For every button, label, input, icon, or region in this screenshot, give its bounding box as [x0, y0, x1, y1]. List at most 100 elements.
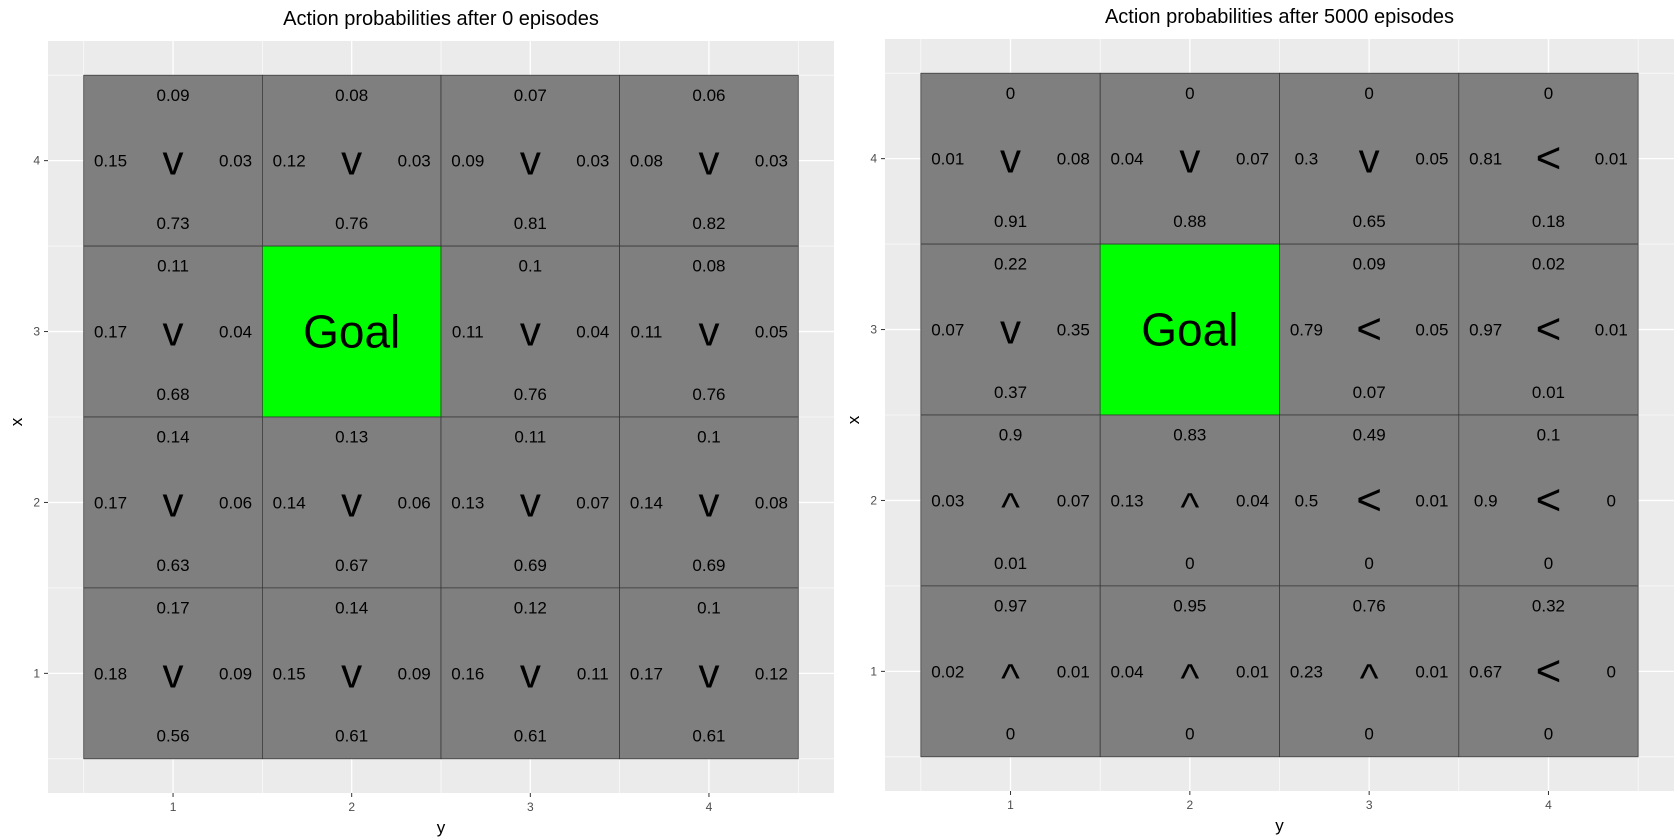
y-tick-label: 4: [870, 152, 877, 166]
prob-down-label: 0.69: [514, 556, 547, 575]
grid-cell: 0.08 0.76 0.12 0.03 v: [262, 74, 442, 247]
prob-up-label: 0.1: [697, 428, 721, 447]
policy-arrow: v: [520, 478, 541, 525]
prob-up-label: 0.95: [1173, 597, 1206, 616]
grid-cell: 0.97 0 0.02 0.01 ^: [920, 585, 1101, 758]
grid-cell: 0.22 0.37 0.07 0.35 v: [920, 243, 1101, 416]
grid-cell: 0.14 0.61 0.15 0.09 v: [262, 587, 442, 760]
prob-right-label: 0.09: [219, 664, 252, 683]
cell-tile: [83, 245, 263, 418]
cell-tile: [262, 74, 442, 247]
policy-arrow: v: [520, 308, 541, 355]
prob-left-label: 0.14: [630, 493, 663, 512]
cell-tile: [1458, 585, 1639, 758]
prob-down-label: 0.69: [692, 556, 725, 575]
prob-right-label: 0.03: [219, 152, 252, 171]
prob-left-label: 0.08: [630, 152, 663, 171]
prob-left-label: 0.18: [94, 664, 127, 683]
prob-up-label: 0.11: [157, 257, 189, 276]
grid-cell: 0.11 0.69 0.13 0.07 v: [440, 416, 620, 589]
policy-arrow: <: [1536, 134, 1562, 183]
cell-tile: [920, 72, 1101, 245]
y-tick-label: 4: [33, 154, 40, 168]
prob-up-label: 0: [1364, 84, 1373, 103]
prob-left-label: 0.16: [451, 664, 484, 683]
prob-left-label: 0.14: [273, 493, 306, 512]
prob-right-label: 0.01: [1595, 321, 1628, 340]
grid-cell: 0 0.65 0.3 0.05 v: [1279, 72, 1460, 245]
policy-arrow: v: [520, 137, 541, 184]
grid-cell: 0.07 0.81 0.09 0.03 v: [440, 74, 620, 247]
grid-cell: 0.49 0 0.5 0.01 <: [1279, 414, 1460, 587]
prob-left-label: 0.12: [273, 152, 306, 171]
cell-tile: [619, 74, 799, 247]
y-tick-label: 1: [870, 664, 877, 678]
cell-tile: [1099, 414, 1280, 587]
policy-arrow: v: [698, 308, 719, 355]
prob-down-label: 0: [1006, 725, 1015, 744]
prob-right-label: 0.07: [1057, 491, 1090, 510]
prob-right-label: 0: [1607, 491, 1616, 510]
policy-arrow: v: [163, 308, 184, 355]
prob-right-label: 0.06: [219, 493, 252, 512]
y-tick-label: 2: [33, 495, 40, 509]
prob-left-label: 0.23: [1290, 662, 1323, 681]
cell-tile: [920, 585, 1101, 758]
grid-cell: 0 0.91 0.01 0.08 v: [920, 72, 1101, 245]
prob-up-label: 0.83: [1173, 426, 1206, 445]
prob-left-label: 0.13: [1111, 491, 1144, 510]
prob-down-label: 0.61: [692, 727, 725, 746]
prob-left-label: 0.81: [1469, 150, 1502, 169]
cell-tile: [619, 245, 799, 418]
prob-right-label: 0.08: [1057, 150, 1090, 169]
policy-arrow: v: [341, 478, 362, 525]
prob-left-label: 0.5: [1295, 491, 1319, 510]
prob-down-label: 0.73: [156, 214, 189, 233]
grid-cell: Goal: [262, 245, 442, 418]
prob-right-label: 0: [1607, 662, 1616, 681]
prob-up-label: 0.1: [1537, 426, 1561, 445]
cell-tile: [440, 587, 620, 760]
policy-arrow: v: [1359, 135, 1380, 182]
prob-up-label: 0.97: [994, 597, 1027, 616]
prob-down-label: 0.82: [692, 214, 725, 233]
prob-up-label: 0: [1185, 84, 1194, 103]
cell-tile: [1279, 414, 1460, 587]
prob-down-label: 0.61: [335, 727, 368, 746]
cell-tile: [1458, 72, 1639, 245]
prob-down-label: 0: [1544, 725, 1553, 744]
policy-arrow: v: [1000, 306, 1021, 353]
policy-arrow: <: [1536, 646, 1562, 695]
grid-cell: 0.83 0 0.13 0.04 ^: [1099, 414, 1280, 587]
policy-arrow: v: [341, 649, 362, 696]
prob-up-label: 0.32: [1532, 597, 1565, 616]
prob-left-label: 0.04: [1111, 150, 1144, 169]
prob-down-label: 0.63: [156, 556, 189, 575]
prob-right-label: 0.06: [398, 493, 431, 512]
y-tick-label: 3: [33, 325, 40, 339]
y-tick-label: 3: [870, 323, 877, 337]
y-axis-label: x: [7, 417, 26, 426]
prob-up-label: 0: [1544, 84, 1553, 103]
x-tick-label: 3: [527, 800, 534, 814]
x-axis-label: y: [1275, 816, 1284, 835]
cell-tile: [440, 416, 620, 589]
y-tick-label: 1: [33, 666, 40, 680]
grid-cell: 0.17 0.56 0.18 0.09 v: [83, 587, 263, 760]
prob-left-label: 0.97: [1469, 321, 1502, 340]
grid-cell: 0.1 0.76 0.11 0.04 v: [440, 245, 620, 418]
cell-tile: [1458, 414, 1639, 587]
grid-cell: 0.09 0.07 0.79 0.05 <: [1279, 243, 1460, 416]
grid-cell: 0.9 0.01 0.03 0.07 ^: [920, 414, 1101, 587]
prob-down-label: 0: [1185, 554, 1194, 573]
cell-tile: [920, 414, 1101, 587]
prob-right-label: 0.03: [576, 152, 609, 171]
prob-up-label: 0.07: [514, 86, 547, 105]
prob-left-label: 0.04: [1111, 662, 1144, 681]
policy-arrow: ^: [1360, 656, 1379, 700]
cell-tile: [1099, 585, 1280, 758]
prob-down-label: 0: [1544, 554, 1553, 573]
chart-title: Action probabilities after 0 episodes: [283, 8, 599, 30]
policy-arrow: ^: [1001, 485, 1020, 529]
